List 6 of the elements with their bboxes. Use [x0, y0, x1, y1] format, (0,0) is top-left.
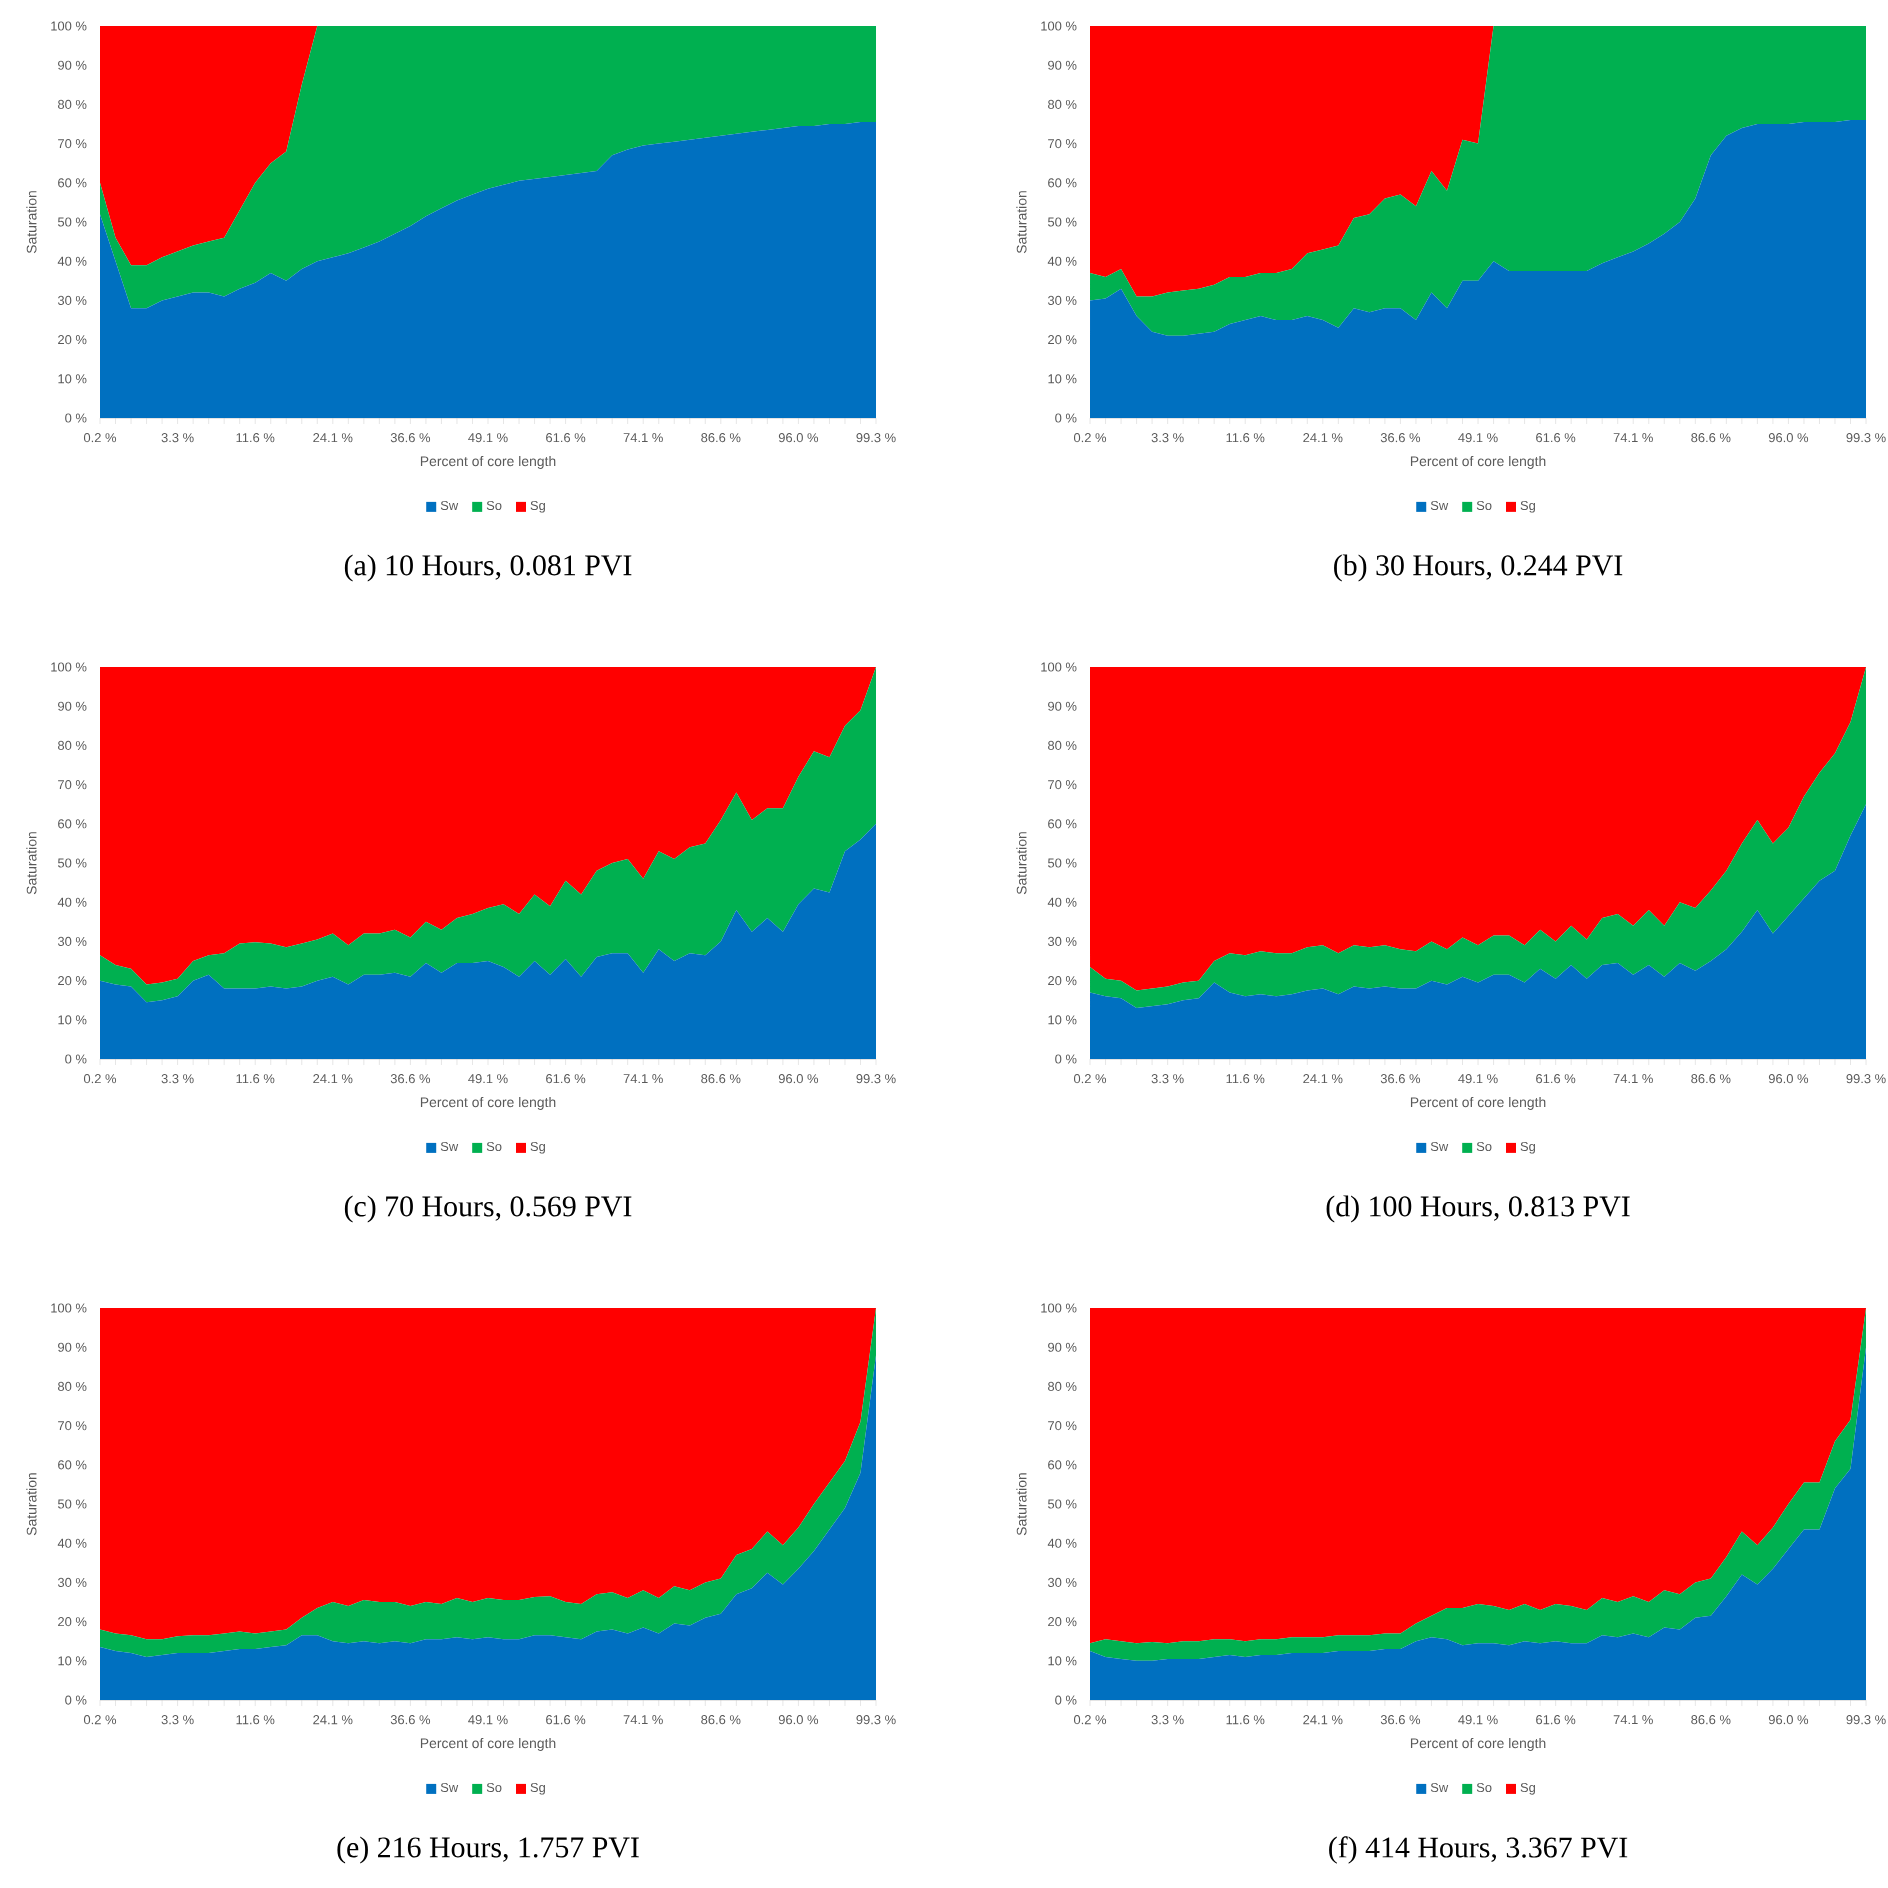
- text: (f) 414 Hours, 3.367 PVI: [1329, 1836, 1628, 1864]
- text: (d) 100 Hours, 0.813 PVI: [1326, 1195, 1630, 1223]
- text: (a) 10 Hours, 0.081 PVI: [344, 554, 632, 582]
- text: (c) 70 Hours, 0.569 PVI: [344, 1195, 632, 1223]
- text: (e) 216 Hours, 1.757 PVI: [337, 1836, 639, 1864]
- text: (b) 30 Hours, 0.244 PVI: [1334, 554, 1623, 582]
